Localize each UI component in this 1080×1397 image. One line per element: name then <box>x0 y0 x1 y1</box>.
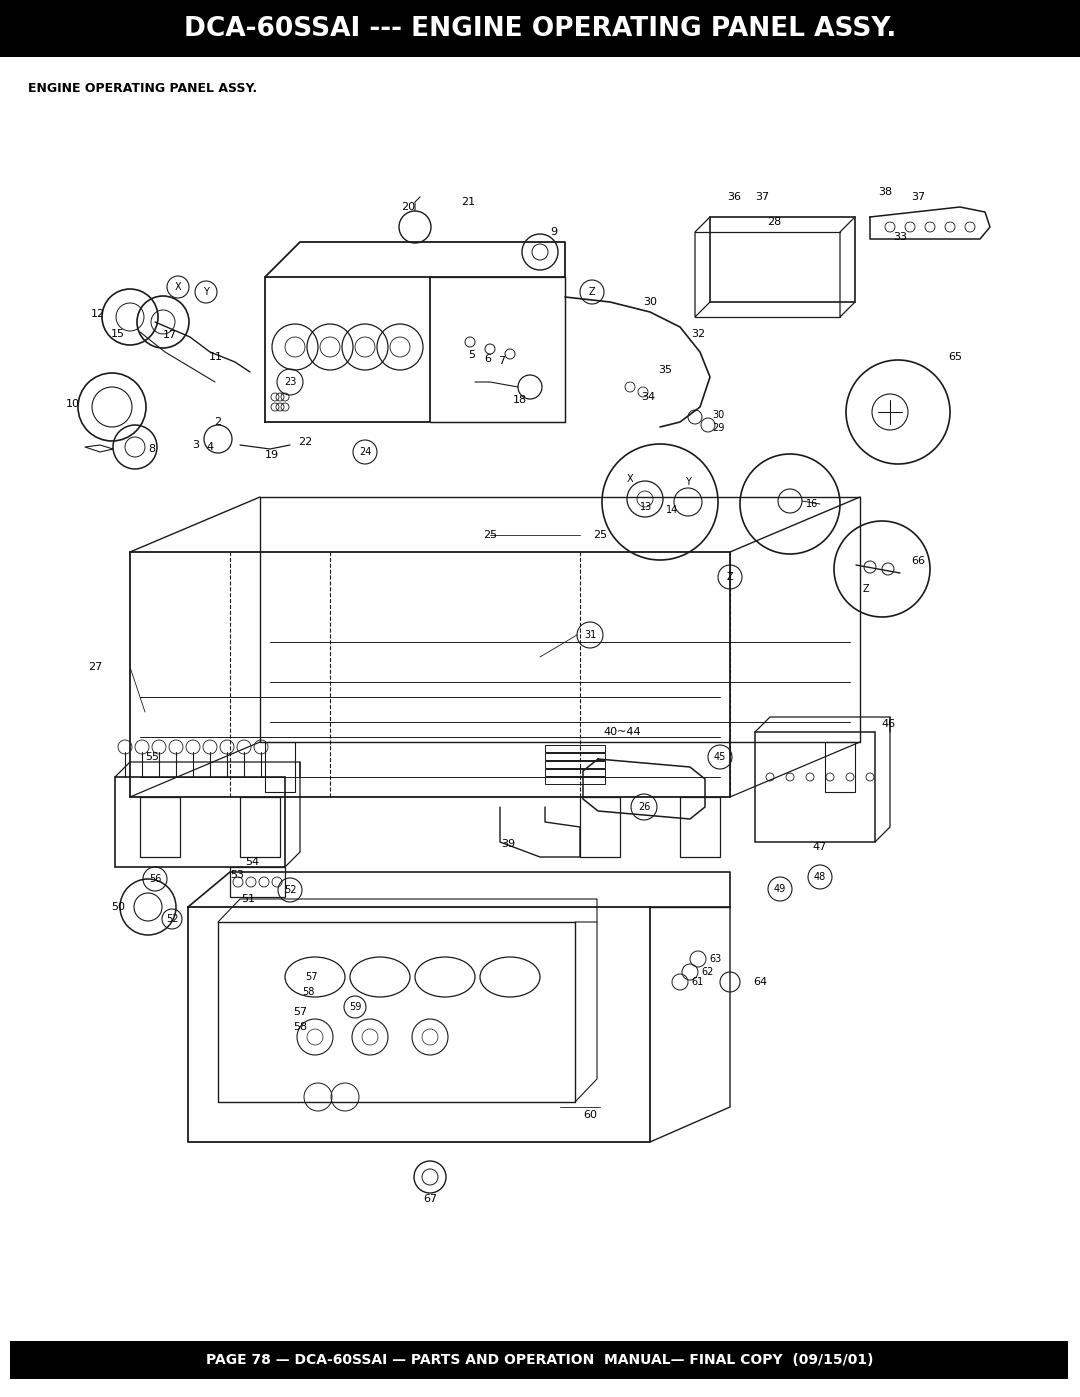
Text: 60: 60 <box>583 1111 597 1120</box>
Text: 29: 29 <box>712 423 725 433</box>
Text: 66: 66 <box>912 556 924 566</box>
Text: 58: 58 <box>302 988 315 997</box>
Text: 52: 52 <box>284 886 296 895</box>
Bar <box>680 798 720 856</box>
Text: 18: 18 <box>513 395 527 405</box>
Text: 25: 25 <box>483 529 497 541</box>
Text: 65: 65 <box>948 352 962 362</box>
Text: 25: 25 <box>593 529 607 541</box>
Text: 62: 62 <box>702 967 714 977</box>
Text: 61: 61 <box>692 977 704 988</box>
Text: 13: 13 <box>639 502 652 511</box>
Bar <box>545 745 605 752</box>
Bar <box>0 0 1080 57</box>
Bar <box>140 798 180 856</box>
Text: 59: 59 <box>349 1002 361 1011</box>
Text: 2: 2 <box>215 416 221 427</box>
Text: 55: 55 <box>145 752 159 761</box>
Bar <box>265 742 295 792</box>
Text: 58: 58 <box>293 1023 307 1032</box>
Text: 33: 33 <box>893 232 907 242</box>
Bar <box>710 217 855 302</box>
Text: ENGINE OPERATING PANEL ASSY.: ENGINE OPERATING PANEL ASSY. <box>28 82 257 95</box>
Text: 67: 67 <box>423 1194 437 1204</box>
Text: 30: 30 <box>643 298 657 307</box>
Text: PAGE 78 — DCA-60SSAI — PARTS AND OPERATION  MANUAL— FINAL COPY  (09/15/01): PAGE 78 — DCA-60SSAI — PARTS AND OPERATI… <box>206 1354 874 1368</box>
Text: 54: 54 <box>245 856 259 868</box>
Text: 16: 16 <box>806 499 819 509</box>
Text: Y: Y <box>685 476 691 488</box>
Text: 4: 4 <box>206 441 214 453</box>
Text: X: X <box>626 474 633 483</box>
Text: 50: 50 <box>111 902 125 912</box>
Text: 24: 24 <box>359 447 372 457</box>
Bar <box>825 742 855 792</box>
Text: 63: 63 <box>710 954 723 964</box>
Text: 23: 23 <box>284 377 296 387</box>
Text: 48: 48 <box>814 872 826 882</box>
Text: 8: 8 <box>148 444 156 454</box>
Text: X: X <box>175 282 181 292</box>
Bar <box>114 777 285 868</box>
Text: 37: 37 <box>755 191 769 203</box>
Text: 20: 20 <box>401 203 415 212</box>
Text: 28: 28 <box>767 217 781 226</box>
Text: 57: 57 <box>293 1007 307 1017</box>
Text: 12: 12 <box>91 309 105 319</box>
Text: 64: 64 <box>753 977 767 988</box>
Text: 46: 46 <box>881 719 895 729</box>
Text: 21: 21 <box>461 197 475 207</box>
Bar <box>545 761 605 768</box>
Text: 17: 17 <box>163 330 177 339</box>
Text: 38: 38 <box>878 187 892 197</box>
Text: 57: 57 <box>306 972 318 982</box>
Text: 3: 3 <box>192 440 200 450</box>
Text: 36: 36 <box>727 191 741 203</box>
Bar <box>10 1341 1068 1379</box>
Text: 56: 56 <box>149 875 161 884</box>
Text: 39: 39 <box>501 840 515 849</box>
Text: 52: 52 <box>165 914 178 923</box>
Bar <box>240 798 280 856</box>
Text: 22: 22 <box>298 437 312 447</box>
Bar <box>755 732 875 842</box>
Bar <box>545 777 605 784</box>
Text: 51: 51 <box>241 894 255 904</box>
Text: 47: 47 <box>813 842 827 852</box>
Text: 15: 15 <box>111 330 125 339</box>
Text: 10: 10 <box>66 400 80 409</box>
Text: 5: 5 <box>469 351 475 360</box>
Text: 53: 53 <box>230 870 244 880</box>
Text: 9: 9 <box>551 226 557 237</box>
Text: Z: Z <box>589 286 595 298</box>
Text: 14: 14 <box>666 504 678 515</box>
Text: 40~44: 40~44 <box>604 726 640 738</box>
Text: 32: 32 <box>691 330 705 339</box>
Text: Z: Z <box>863 584 869 594</box>
Bar <box>545 768 605 775</box>
Bar <box>230 868 285 897</box>
Text: 49: 49 <box>774 884 786 894</box>
Text: 31: 31 <box>584 630 596 640</box>
Text: 37: 37 <box>910 191 926 203</box>
Text: 26: 26 <box>638 802 650 812</box>
Bar <box>545 753 605 760</box>
Text: 34: 34 <box>640 393 656 402</box>
Bar <box>580 798 620 856</box>
Text: 7: 7 <box>499 356 505 366</box>
Text: Z: Z <box>727 571 733 583</box>
Text: 11: 11 <box>210 352 222 362</box>
Text: 35: 35 <box>658 365 672 374</box>
Text: DCA-60SSAI --- ENGINE OPERATING PANEL ASSY.: DCA-60SSAI --- ENGINE OPERATING PANEL AS… <box>184 15 896 42</box>
Text: 19: 19 <box>265 450 279 460</box>
Text: 27: 27 <box>87 662 103 672</box>
Text: 30: 30 <box>712 409 724 420</box>
Text: 45: 45 <box>714 752 726 761</box>
Text: Y: Y <box>203 286 208 298</box>
Text: 6: 6 <box>485 353 491 365</box>
